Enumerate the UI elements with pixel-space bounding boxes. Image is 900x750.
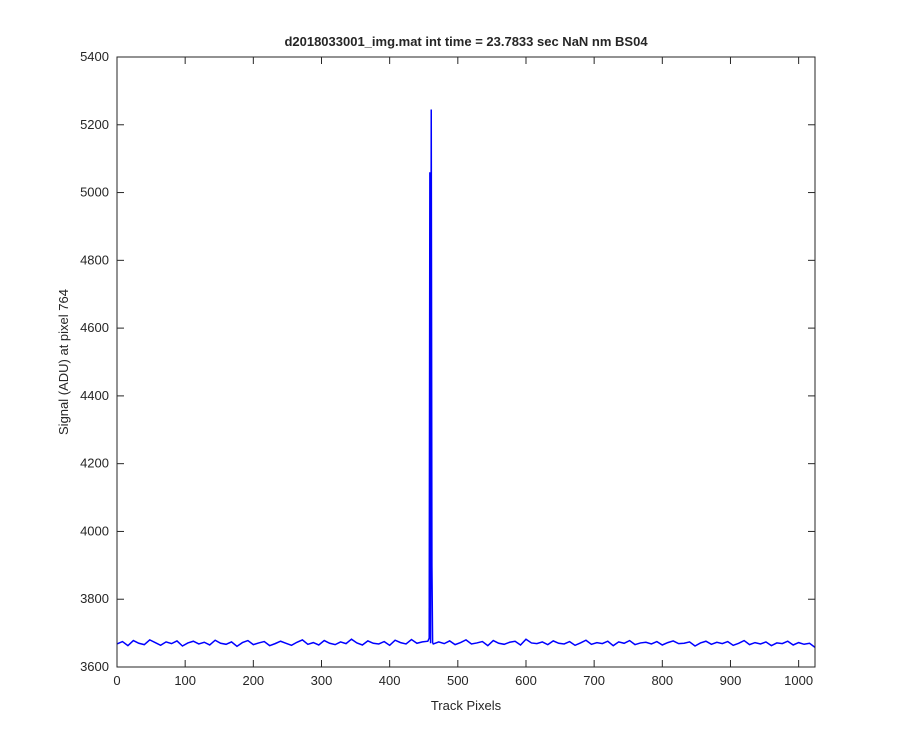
x-tick-label: 700 <box>583 673 605 688</box>
x-tick-label: 900 <box>720 673 742 688</box>
y-axis-label: Signal (ADU) at pixel 764 <box>56 289 71 435</box>
y-tick-label: 5400 <box>80 49 109 64</box>
x-tick-label: 300 <box>311 673 333 688</box>
x-tick-label: 1000 <box>784 673 813 688</box>
y-tick-label: 5200 <box>80 117 109 132</box>
x-tick-label: 800 <box>651 673 673 688</box>
data-line <box>116 109 816 648</box>
y-tick-label: 5000 <box>80 185 109 200</box>
x-axis-label: Track Pixels <box>431 698 502 713</box>
x-tick-label: 0 <box>113 673 120 688</box>
x-tick-label: 500 <box>447 673 469 688</box>
axes-box <box>116 56 816 668</box>
x-tick-label: 400 <box>379 673 401 688</box>
x-tick-label: 200 <box>242 673 264 688</box>
y-tick-label: 4400 <box>80 388 109 403</box>
y-tick-label: 4200 <box>80 456 109 471</box>
x-tick-label: 100 <box>174 673 196 688</box>
y-tick-label: 3800 <box>80 591 109 606</box>
y-tick-label: 3600 <box>80 659 109 674</box>
chart-title: d2018033001_img.mat int time = 23.7833 s… <box>284 34 648 49</box>
y-tick-label: 4600 <box>80 320 109 335</box>
x-tick-label: 600 <box>515 673 537 688</box>
y-tick-label: 4000 <box>80 523 109 538</box>
y-tick-label: 4800 <box>80 252 109 267</box>
